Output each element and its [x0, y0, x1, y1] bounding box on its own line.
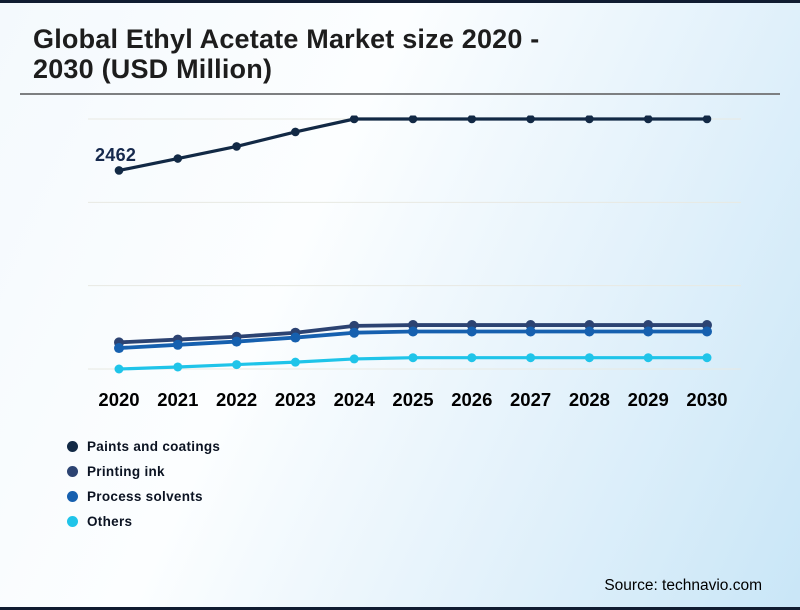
data-point [585, 115, 594, 124]
data-point [525, 326, 536, 337]
data-point [172, 339, 183, 350]
legend-dot [67, 491, 78, 502]
data-point [526, 115, 535, 124]
x-axis-label: 2028 [569, 389, 610, 410]
x-axis-label: 2023 [275, 389, 316, 410]
x-axis-label: 2026 [451, 389, 492, 410]
data-point [232, 142, 241, 151]
legend-dot [67, 441, 78, 452]
x-axis-label: 2029 [628, 389, 669, 410]
title-divider [20, 93, 780, 95]
data-point [349, 327, 360, 338]
x-axis-label: 2024 [334, 389, 376, 410]
x-axis-label: 2027 [510, 389, 551, 410]
legend-dot [67, 516, 78, 527]
source-text: Source: technavio.com [604, 577, 762, 594]
data-label-2462: 2462 [95, 145, 137, 165]
top-border [0, 0, 800, 3]
data-point [290, 357, 300, 367]
data-point [114, 166, 124, 175]
legend-label: Printing ink [87, 464, 165, 479]
data-point [467, 353, 477, 363]
legend-dot [67, 466, 78, 477]
data-point [408, 353, 418, 363]
data-point [232, 360, 242, 370]
data-point [231, 336, 242, 347]
legend-item-process-solvents: Process solvents [67, 484, 220, 509]
data-point [114, 343, 124, 354]
data-point [643, 115, 653, 124]
page-title: Global Ethyl Acetate Market size 2020 - … [33, 24, 723, 84]
data-point [643, 353, 653, 363]
data-point [584, 326, 595, 337]
data-point [173, 154, 183, 163]
data-point [467, 115, 477, 124]
series-others [114, 353, 712, 374]
data-point [584, 353, 594, 363]
x-axis-label: 2021 [157, 389, 198, 410]
legend-label: Others [87, 514, 133, 529]
data-point [702, 115, 712, 124]
page-title-line-1: Global Ethyl Acetate Market size 2020 - [33, 24, 540, 54]
data-point [466, 326, 477, 337]
data-point [349, 320, 360, 331]
data-point [291, 127, 300, 137]
x-axis-label: 2025 [392, 389, 433, 410]
data-point [526, 353, 536, 363]
data-point [702, 326, 712, 337]
legend-item-others: Others [67, 509, 220, 534]
data-point [408, 326, 418, 337]
series-process-solvents [114, 326, 712, 354]
data-point [114, 364, 124, 374]
legend: Paints and coatings Printing ink Process… [67, 434, 220, 534]
data-point [643, 326, 654, 337]
legend-item-paints-and-coatings: Paints and coatings [67, 434, 220, 459]
data-point [349, 354, 359, 364]
data-point [349, 115, 359, 124]
x-axis-label: 2022 [216, 389, 257, 410]
x-axis-label: 2030 [686, 389, 727, 410]
series-paints-and-coatings [114, 115, 712, 175]
data-point [173, 362, 183, 372]
data-point [290, 332, 301, 343]
x-axis-label: 2020 [98, 389, 139, 410]
page-title-line-2: 2030 (USD Million) [33, 54, 273, 84]
legend-item-printing-ink: Printing ink [67, 459, 220, 484]
legend-label: Process solvents [87, 489, 203, 504]
bottom-border [0, 607, 800, 610]
data-point [408, 115, 418, 124]
legend-label: Paints and coatings [87, 439, 221, 454]
data-point [702, 353, 712, 363]
